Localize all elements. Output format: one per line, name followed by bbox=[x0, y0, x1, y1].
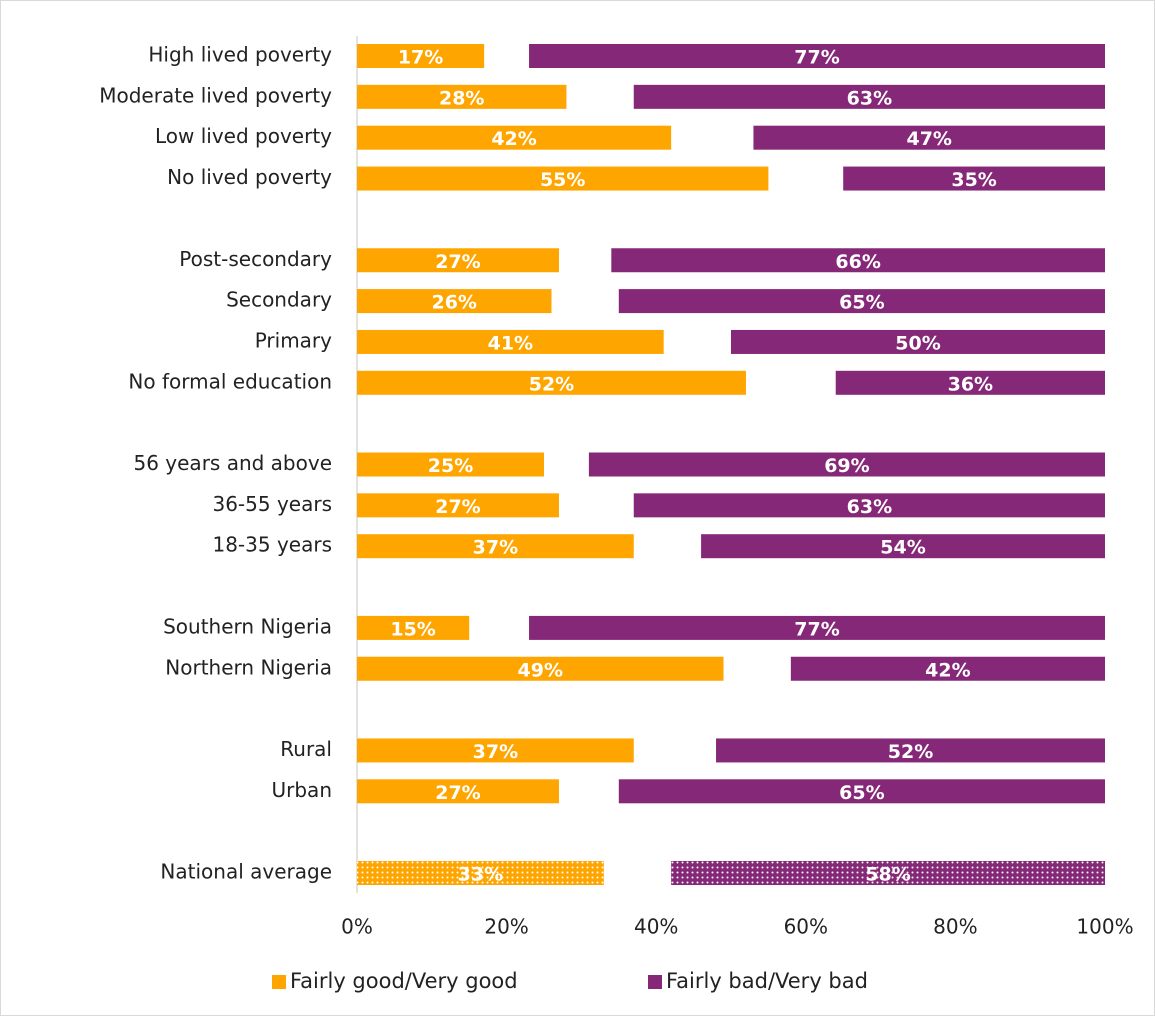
category-label: Moderate lived poverty bbox=[99, 83, 332, 107]
x-tick-label: 20% bbox=[484, 915, 528, 939]
category-label: Northern Nigeria bbox=[165, 655, 332, 679]
value-label: 69% bbox=[824, 455, 869, 477]
category-label: 18-35 years bbox=[212, 533, 332, 557]
legend-swatch bbox=[648, 975, 662, 989]
category-label: Primary bbox=[255, 328, 332, 352]
bar bbox=[357, 125, 672, 150]
category-label: Post-secondary bbox=[179, 247, 332, 271]
category-label: High lived poverty bbox=[148, 43, 332, 67]
bar bbox=[843, 166, 1105, 191]
bar bbox=[611, 248, 1105, 273]
bar bbox=[357, 289, 552, 314]
value-label: 77% bbox=[794, 618, 839, 640]
bar bbox=[357, 534, 634, 559]
x-tick-label: 0% bbox=[341, 915, 373, 939]
bar bbox=[753, 125, 1105, 150]
bar bbox=[633, 84, 1105, 109]
bar bbox=[716, 738, 1105, 763]
value-label: 54% bbox=[880, 537, 925, 559]
bar bbox=[357, 329, 664, 354]
legend-swatch bbox=[272, 975, 286, 989]
category-label: Low lived poverty bbox=[155, 124, 332, 148]
bar bbox=[357, 615, 470, 640]
category-label: Rural bbox=[280, 737, 332, 761]
value-label: 77% bbox=[794, 47, 839, 69]
value-label: 65% bbox=[839, 292, 884, 314]
x-tick-label: 80% bbox=[933, 915, 977, 939]
category-label: No lived poverty bbox=[167, 165, 332, 189]
value-label: 42% bbox=[491, 128, 536, 150]
value-label: 37% bbox=[473, 537, 518, 559]
bar bbox=[357, 166, 769, 191]
bar bbox=[357, 656, 724, 681]
bar bbox=[357, 738, 634, 763]
bar bbox=[731, 329, 1105, 354]
category-label: National average bbox=[160, 860, 332, 884]
value-label: 36% bbox=[948, 373, 993, 395]
value-label: 50% bbox=[895, 332, 940, 354]
category-label: Urban bbox=[272, 778, 333, 802]
value-label: 63% bbox=[847, 87, 892, 109]
category-label: No formal education bbox=[128, 369, 332, 393]
value-label: 37% bbox=[473, 741, 518, 763]
bar bbox=[790, 656, 1105, 681]
value-label: 49% bbox=[518, 659, 563, 681]
bar bbox=[835, 370, 1105, 395]
value-label: 58% bbox=[865, 864, 910, 886]
bar bbox=[529, 615, 1105, 640]
bar bbox=[357, 452, 544, 477]
bar bbox=[357, 44, 485, 68]
legend-label: Fairly good/Very good bbox=[290, 969, 518, 993]
value-label: 65% bbox=[839, 782, 884, 804]
bar bbox=[357, 779, 559, 804]
value-label: 15% bbox=[390, 618, 435, 640]
bar bbox=[357, 84, 567, 109]
value-label: 27% bbox=[435, 782, 480, 804]
value-label: 25% bbox=[428, 455, 473, 477]
category-label: 36-55 years bbox=[212, 492, 332, 516]
value-label: 17% bbox=[398, 47, 443, 69]
value-label: 47% bbox=[906, 128, 951, 150]
x-tick-label: 100% bbox=[1076, 915, 1133, 939]
bar bbox=[357, 370, 746, 395]
value-label: 26% bbox=[431, 292, 476, 314]
value-label: 52% bbox=[888, 741, 933, 763]
bar bbox=[588, 452, 1105, 477]
value-label: 55% bbox=[540, 169, 585, 191]
bar bbox=[529, 44, 1105, 68]
bar bbox=[357, 861, 604, 885]
x-tick-label: 40% bbox=[634, 915, 678, 939]
value-label: 33% bbox=[458, 864, 503, 886]
value-label: 35% bbox=[951, 169, 996, 191]
legend-label: Fairly bad/Very bad bbox=[666, 969, 868, 993]
value-label: 66% bbox=[835, 251, 880, 273]
bar bbox=[618, 289, 1105, 314]
value-label: 63% bbox=[847, 496, 892, 518]
bar bbox=[701, 534, 1105, 559]
x-tick-label: 60% bbox=[784, 915, 828, 939]
bar bbox=[357, 493, 559, 518]
value-label: 27% bbox=[435, 496, 480, 518]
category-label: Southern Nigeria bbox=[163, 614, 332, 638]
category-label: 56 years and above bbox=[133, 451, 332, 475]
bar bbox=[357, 248, 559, 273]
value-label: 27% bbox=[435, 251, 480, 273]
bar bbox=[671, 861, 1105, 885]
bar bbox=[633, 493, 1105, 518]
category-label: Secondary bbox=[226, 288, 332, 312]
value-label: 42% bbox=[925, 659, 970, 681]
value-label: 52% bbox=[529, 373, 574, 395]
value-label: 41% bbox=[488, 332, 533, 354]
bar bbox=[618, 779, 1105, 804]
value-label: 28% bbox=[439, 87, 484, 109]
